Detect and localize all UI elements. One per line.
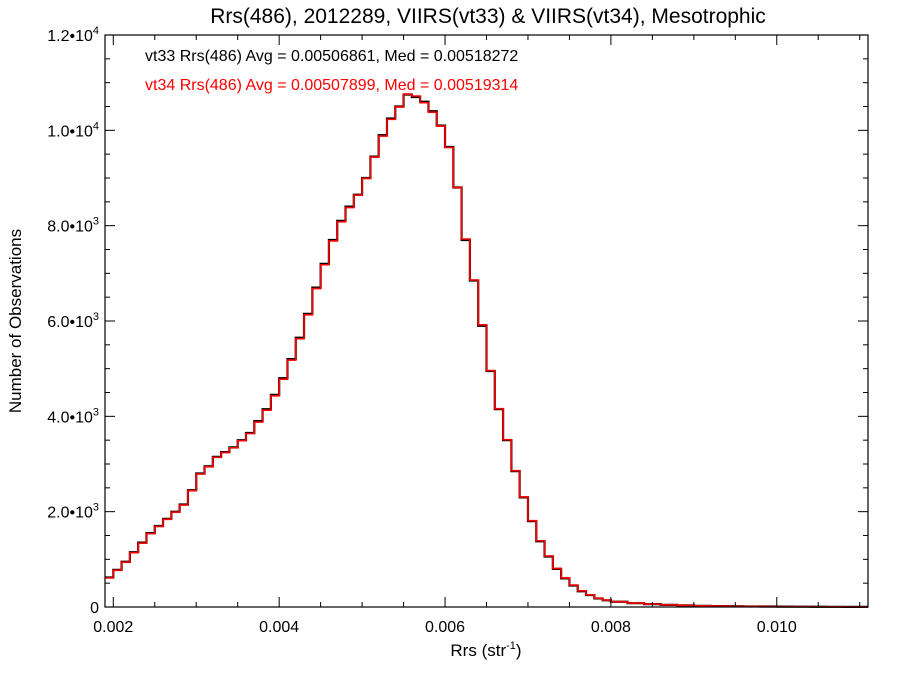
chart-title: Rrs(486), 2012289, VIIRS(vt33) & VIIRS(v… (210, 5, 766, 28)
y-tick-label: 1.2•104 (47, 25, 99, 45)
y-tick-label: 2.0•103 (47, 502, 99, 522)
y-tick-label: 6.0•103 (47, 311, 99, 331)
x-axis-label: Rrs (str-1) (450, 640, 521, 660)
x-tick-label: 0.006 (425, 619, 465, 636)
legend-entry-vt34: vt34 Rrs(486) Avg = 0.00507899, Med = 0.… (145, 77, 518, 94)
series-layer (105, 93, 868, 608)
legend-entry-vt33: vt33 Rrs(486) Avg = 0.00506861, Med = 0.… (145, 48, 518, 65)
y-tick-label: 1.0•104 (47, 120, 99, 140)
y-tick-label: 8.0•103 (47, 216, 99, 236)
plot-frame (104, 34, 869, 608)
x-tick-label: 0.008 (591, 619, 631, 636)
x-tick-label: 0.002 (93, 619, 133, 636)
x-tick-label: 0.010 (757, 619, 797, 636)
y-tick-label: 4.0•103 (47, 406, 99, 426)
y-axis-label: Number of Observations (6, 229, 25, 413)
legend: vt33 Rrs(486) Avg = 0.00506861, Med = 0.… (145, 48, 518, 94)
y-tick-label: 0 (90, 600, 99, 617)
x-tick-label: 0.004 (259, 619, 299, 636)
axis-ticks: 0.002 0.004 0.006 0.008 0.010 0 2.0•103 4.0•103… (47, 25, 868, 636)
series-line-vt34 (105, 93, 868, 608)
